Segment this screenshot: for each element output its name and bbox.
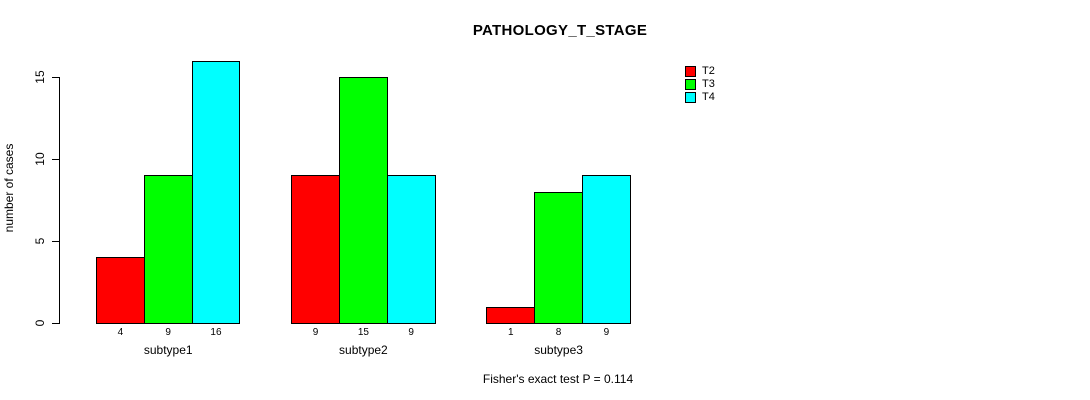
bar-value-label: 9	[312, 327, 319, 338]
y-tick-label: 15	[33, 70, 47, 84]
legend-item-t2: T2	[685, 65, 715, 77]
legend-swatch-t2	[685, 65, 696, 77]
bar-value-label: 8	[555, 327, 562, 338]
legend-swatch-t3	[685, 78, 696, 90]
legend-label-t2: T2	[702, 65, 715, 77]
x-category-label: subtype3	[534, 343, 583, 357]
y-tick-mark	[52, 323, 59, 324]
bar-subtype1-T3	[143, 175, 193, 324]
bar-value-label: 9	[408, 327, 414, 338]
y-tick-label: 10	[33, 152, 47, 166]
legend-item-t4: T4	[685, 91, 715, 103]
bar-subtype2-T3	[339, 77, 388, 324]
y-axis-line	[59, 77, 60, 324]
bar-value-label: 1	[508, 327, 514, 338]
bar-value-label: 4	[117, 327, 124, 338]
legend: T2 T3 T4	[685, 65, 715, 103]
y-tick-label: 0	[33, 319, 47, 327]
y-tick-mark	[52, 241, 59, 242]
bar-value-label: 9	[603, 327, 610, 338]
legend-swatch-t4	[685, 91, 696, 103]
bar-value-label: 16	[210, 327, 222, 338]
bar-subtype3-T2	[486, 306, 536, 324]
bar-subtype3-T3	[534, 191, 583, 324]
bar-subtype1-T4	[191, 60, 241, 324]
bar-subtype3-T4	[582, 175, 631, 324]
y-tick-label: 5	[33, 237, 47, 245]
legend-label-t3: T3	[702, 78, 715, 90]
bar-subtype2-T2	[291, 175, 340, 324]
y-tick-mark	[52, 77, 59, 78]
y-tick-mark	[52, 159, 59, 160]
chart-title: PATHOLOGY_T_STAGE	[472, 22, 648, 39]
bar-subtype1-T2	[96, 257, 145, 324]
x-category-label: subtype1	[143, 343, 193, 357]
legend-label-t4: T4	[702, 91, 715, 103]
fisher-test-annotation: Fisher's exact test P = 0.114	[482, 372, 634, 386]
bar-value-label: 15	[357, 327, 369, 338]
legend-item-t3: T3	[685, 78, 715, 90]
y-axis-label: number of cases	[2, 143, 16, 233]
bar-subtype2-T4	[386, 175, 436, 324]
bar-value-label: 9	[165, 327, 171, 338]
x-category-label: subtype2	[339, 343, 388, 357]
